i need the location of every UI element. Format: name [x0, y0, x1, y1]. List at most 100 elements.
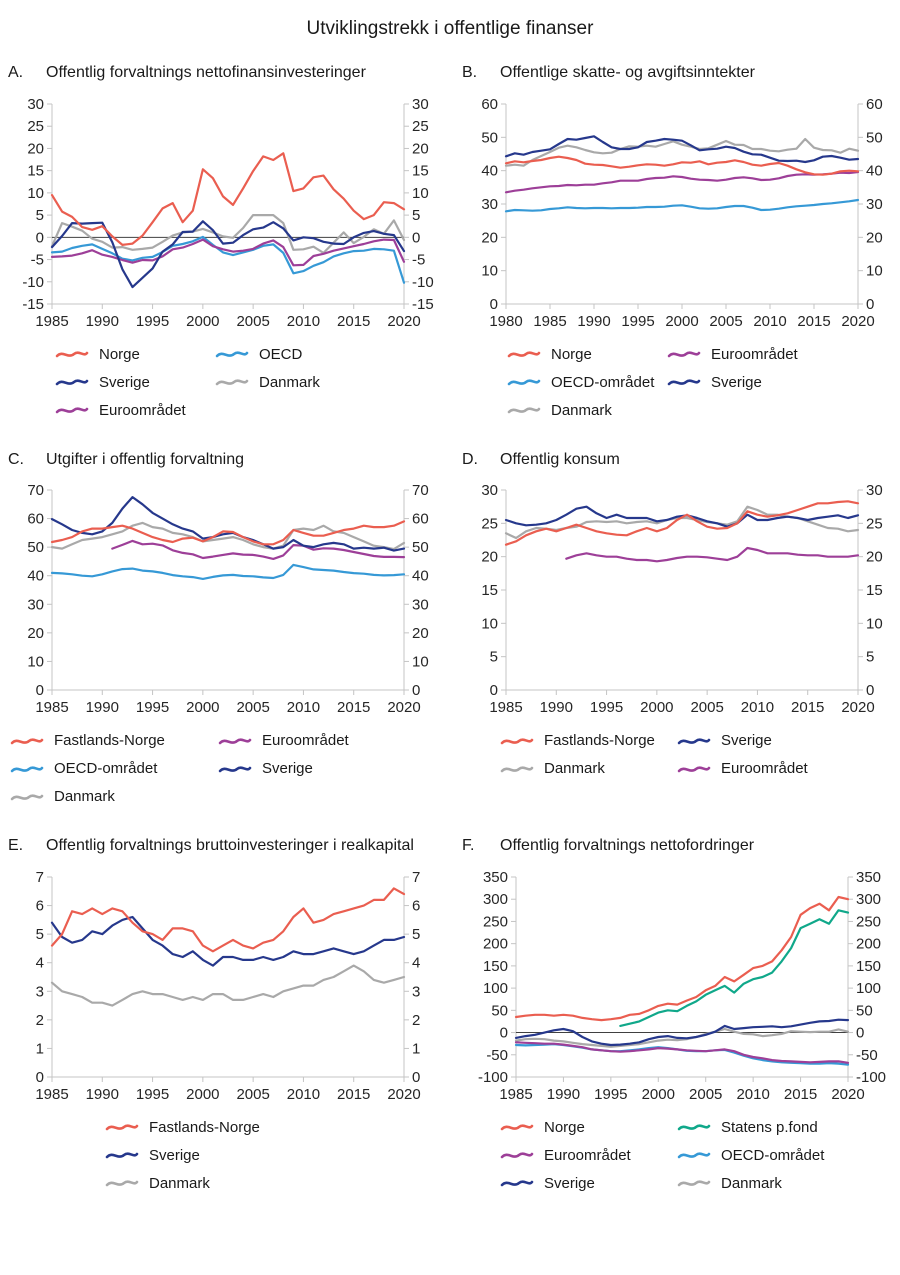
panel-title-text: Utgifter i offentlig forvaltning	[46, 450, 245, 468]
svg-text:1980: 1980	[489, 313, 522, 330]
svg-text:20: 20	[866, 229, 883, 246]
svg-text:70: 70	[27, 482, 44, 499]
legend-net-assets: Norge Statens p.fond Euroområdet OECD-områd…	[500, 1119, 900, 1192]
svg-text:2010: 2010	[753, 313, 786, 330]
svg-text:20: 20	[481, 229, 498, 246]
legend-item: OECD-området	[507, 374, 667, 391]
svg-text:20: 20	[866, 549, 883, 566]
svg-text:40: 40	[866, 162, 883, 179]
svg-text:40: 40	[481, 162, 498, 179]
legend-item: Euroområdet	[667, 346, 900, 363]
panel-title: F. Offentlig forvaltnings nettofordringe…	[462, 835, 892, 857]
svg-text:2015: 2015	[791, 699, 824, 716]
svg-text:10: 10	[481, 616, 498, 633]
legend-line-swatch-icon	[677, 1180, 711, 1187]
svg-text:-10: -10	[22, 273, 44, 290]
svg-text:1995: 1995	[590, 699, 623, 716]
legend-item: Sverige	[677, 732, 900, 749]
svg-text:5: 5	[412, 207, 420, 224]
svg-text:-15: -15	[412, 296, 434, 313]
svg-text:15: 15	[27, 162, 44, 179]
svg-text:50: 50	[27, 539, 44, 556]
svg-text:0: 0	[412, 229, 420, 246]
svg-text:20: 20	[412, 140, 429, 157]
panel-letter: F.	[462, 837, 475, 855]
svg-text:1985: 1985	[533, 313, 566, 330]
legend-line-swatch-icon	[507, 379, 541, 386]
svg-text:30: 30	[866, 196, 883, 213]
svg-text:2000: 2000	[186, 1086, 219, 1103]
legend-label: Sverige	[544, 1174, 595, 1192]
panel-title: E. Offentlig forvaltnings bruttoinvester…	[8, 835, 438, 857]
svg-text:2005: 2005	[236, 313, 269, 330]
svg-text:300: 300	[483, 891, 508, 908]
svg-text:4: 4	[36, 954, 44, 971]
legend-line-swatch-icon	[105, 1152, 139, 1159]
legend-label: Danmark	[551, 401, 612, 419]
svg-text:30: 30	[412, 596, 429, 613]
legend-label: Sverige	[149, 1146, 200, 1164]
legend-expenditures: Fastlands-Norge Euroområdet OECD-området Sv…	[10, 732, 448, 805]
svg-text:10: 10	[27, 654, 44, 671]
svg-text:-50: -50	[856, 1047, 878, 1064]
legend-line-swatch-icon	[500, 738, 534, 744]
legend-label: Euroområdet	[99, 401, 186, 419]
svg-text:5: 5	[36, 926, 44, 943]
svg-text:70: 70	[412, 482, 429, 499]
panel-title-text: Offentlig forvaltnings nettofordringer	[500, 837, 755, 855]
panel-tax-revenues: B. Offentlige skatte- og avgiftsinntekte…	[462, 62, 900, 419]
svg-text:2020: 2020	[387, 1086, 420, 1103]
legend-item: Danmark	[10, 788, 218, 805]
legend-line-swatch-icon	[677, 738, 711, 744]
chart-net-assets: -100 -100 -50 -50 0 0 50 50 100 100 150 150 200 200 25…	[478, 869, 886, 1103]
svg-text:30: 30	[412, 96, 429, 113]
panel-title: C. Utgifter i offentlig forvaltning	[8, 449, 438, 471]
svg-text:1: 1	[36, 1040, 44, 1057]
svg-text:1990: 1990	[540, 699, 573, 716]
svg-text:2: 2	[36, 1012, 44, 1029]
legend-label: Euroområdet	[721, 760, 808, 778]
panel-expenditures: C. Utgifter i offentlig forvaltning 0 0 10…	[8, 449, 448, 806]
legend-line-swatch-icon	[677, 766, 711, 772]
legend-label: OECD	[259, 345, 303, 363]
legend-line-swatch-icon	[105, 1124, 139, 1131]
legend-item: Danmark	[215, 374, 448, 391]
svg-text:1990: 1990	[86, 699, 119, 716]
legend-label: Euroområdet	[711, 345, 798, 363]
svg-text:60: 60	[412, 511, 429, 528]
panel-title: B. Offentlige skatte- og avgiftsinntekte…	[462, 62, 892, 84]
svg-text:-100: -100	[856, 1069, 886, 1086]
svg-text:250: 250	[856, 913, 881, 930]
svg-text:300: 300	[856, 891, 881, 908]
legend-line-swatch-icon	[10, 738, 44, 744]
svg-text:1990: 1990	[86, 313, 119, 330]
svg-text:5: 5	[36, 207, 44, 224]
legend-line-swatch-icon	[667, 379, 701, 386]
svg-text:15: 15	[481, 582, 498, 599]
svg-text:0: 0	[500, 1024, 508, 1041]
svg-text:40: 40	[412, 568, 429, 585]
svg-text:350: 350	[856, 869, 881, 886]
legend-label: Sverige	[99, 373, 150, 391]
legend-item: OECD-området	[677, 1147, 900, 1164]
svg-text:10: 10	[27, 184, 44, 201]
svg-text:-10: -10	[412, 273, 434, 290]
legend-line-swatch-icon	[55, 407, 89, 414]
panel-gross-investment: E. Offentlig forvaltnings bruttoinvester…	[8, 835, 448, 1192]
legend-label: OECD-området	[551, 373, 655, 391]
svg-text:25: 25	[412, 118, 429, 135]
legend-label: Fastlands-Norge	[54, 732, 165, 750]
svg-text:2005: 2005	[690, 699, 723, 716]
svg-text:-50: -50	[486, 1047, 508, 1064]
svg-text:-100: -100	[478, 1069, 508, 1086]
svg-text:50: 50	[481, 129, 498, 146]
svg-text:25: 25	[27, 118, 44, 135]
legend-item: Sverige	[218, 760, 448, 777]
svg-text:2015: 2015	[337, 313, 370, 330]
svg-text:20: 20	[412, 625, 429, 642]
legend-item: Euroområdet	[500, 1147, 677, 1164]
legend-item: OECD-området	[10, 760, 218, 777]
svg-text:5: 5	[412, 926, 420, 943]
